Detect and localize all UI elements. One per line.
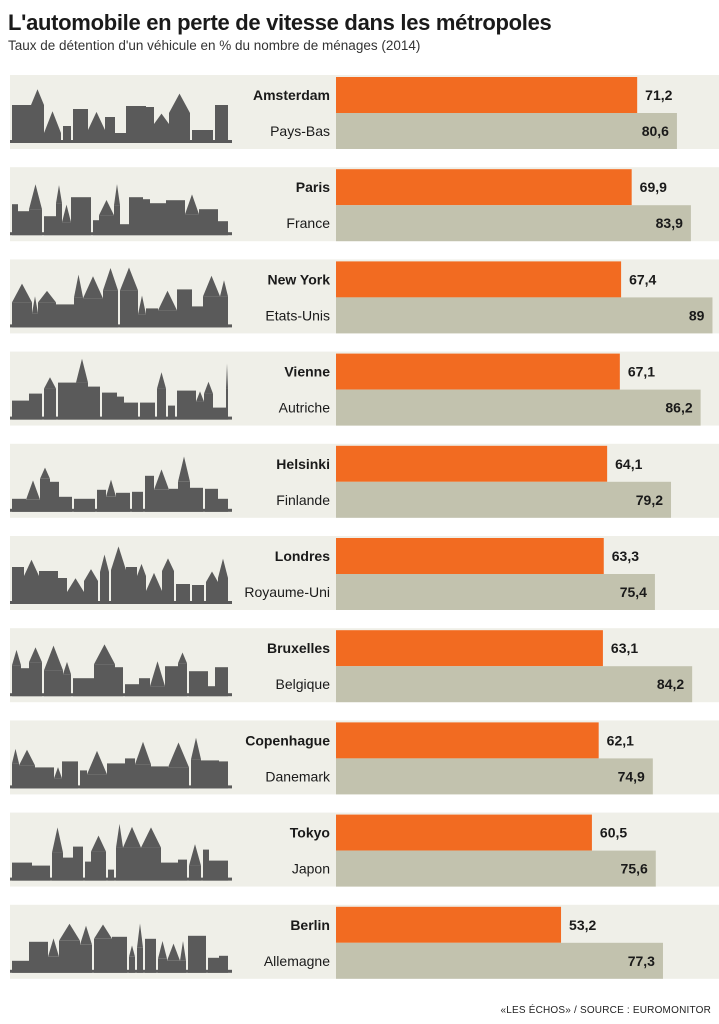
country-value-label: 80,6 bbox=[642, 123, 669, 139]
city-bar bbox=[336, 906, 562, 943]
country-bar bbox=[336, 389, 701, 426]
city-label: Londres bbox=[275, 548, 330, 564]
chart-title: L'automobile en perte de vitesse dans le… bbox=[8, 10, 552, 35]
country-label: France bbox=[286, 215, 330, 231]
country-value-label: 83,9 bbox=[656, 215, 683, 231]
londres-skyline-icon bbox=[10, 546, 232, 604]
city-value-label: 64,1 bbox=[615, 456, 642, 472]
city-bar bbox=[336, 445, 608, 482]
copenhague-skyline-icon bbox=[10, 737, 232, 789]
city-value-label: 71,2 bbox=[645, 87, 672, 103]
city-label: New York bbox=[267, 271, 330, 287]
amsterdam-skyline-icon bbox=[10, 89, 232, 143]
country-label: Finlande bbox=[276, 492, 330, 508]
country-bar bbox=[336, 574, 655, 610]
country-label: Japon bbox=[292, 861, 330, 877]
city-value-label: 67,1 bbox=[628, 364, 655, 380]
city-label: Berlin bbox=[290, 917, 330, 933]
city-value-label: 63,3 bbox=[612, 548, 639, 564]
helsinki-skyline-icon bbox=[10, 456, 232, 512]
city-value-label: 67,4 bbox=[629, 271, 656, 287]
country-bar bbox=[336, 850, 656, 887]
berlin-skyline-icon bbox=[10, 923, 232, 973]
city-value-label: 62,1 bbox=[607, 732, 634, 748]
paris-skyline-icon bbox=[10, 184, 232, 236]
vienne-skyline-icon bbox=[10, 358, 232, 420]
country-value-label: 77,3 bbox=[628, 953, 655, 969]
new-york-skyline-icon bbox=[10, 267, 232, 328]
city-bar bbox=[336, 261, 622, 298]
city-bar bbox=[336, 77, 638, 113]
city-bar bbox=[336, 722, 599, 759]
country-bar bbox=[336, 205, 691, 242]
city-value-label: 53,2 bbox=[569, 917, 596, 933]
city-value-label: 69,9 bbox=[640, 179, 667, 195]
country-value-label: 75,6 bbox=[621, 861, 648, 877]
country-value-label: 74,9 bbox=[618, 768, 645, 784]
bruxelles-skyline-icon bbox=[10, 644, 232, 697]
country-label: Allemagne bbox=[264, 953, 330, 969]
country-value-label: 79,2 bbox=[636, 492, 663, 508]
city-label: Paris bbox=[296, 179, 330, 195]
city-label: Vienne bbox=[284, 364, 330, 380]
city-bar bbox=[336, 538, 604, 574]
country-bar bbox=[336, 481, 672, 518]
tokyo-skyline-icon bbox=[10, 823, 232, 881]
country-label: Royaume-Uni bbox=[244, 584, 330, 600]
city-label: Tokyo bbox=[290, 825, 330, 841]
country-bar bbox=[336, 113, 677, 149]
country-bar bbox=[336, 942, 663, 979]
country-value-label: 86,2 bbox=[665, 400, 692, 416]
city-label: Helsinki bbox=[276, 456, 330, 472]
country-bar bbox=[336, 297, 713, 334]
source-credit: «LES ÉCHOS» / SOURCE : EUROMONITOR bbox=[500, 1005, 711, 1016]
country-label: Belgique bbox=[276, 676, 331, 692]
city-bar bbox=[336, 814, 592, 851]
country-value-label: 75,4 bbox=[620, 584, 647, 600]
country-label: Pays-Bas bbox=[270, 123, 330, 139]
city-bar bbox=[336, 169, 632, 206]
chart-subtitle: Taux de détention d'un véhicule en % du … bbox=[8, 38, 421, 53]
city-label: Bruxelles bbox=[267, 640, 330, 656]
city-label: Amsterdam bbox=[253, 87, 330, 103]
country-value-label: 84,2 bbox=[657, 676, 684, 692]
city-label: Copenhague bbox=[245, 732, 330, 748]
country-label: Autriche bbox=[279, 400, 331, 416]
country-bar bbox=[336, 666, 693, 703]
city-bar bbox=[336, 630, 603, 667]
country-label: Danemark bbox=[265, 768, 331, 784]
city-bar bbox=[336, 353, 620, 390]
country-value-label: 89 bbox=[689, 307, 705, 323]
country-bar bbox=[336, 758, 653, 795]
city-value-label: 63,1 bbox=[611, 640, 638, 656]
country-label: Etats-Unis bbox=[265, 307, 330, 323]
city-value-label: 60,5 bbox=[600, 825, 627, 841]
